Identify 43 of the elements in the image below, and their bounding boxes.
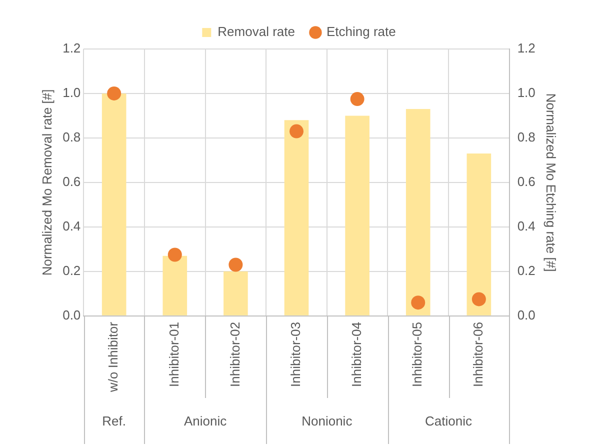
- y2-tick-label: 1.2: [517, 40, 536, 56]
- x-tick-label: Inhibitor-03: [288, 322, 304, 387]
- x-tick-label: Inhibitor-06: [470, 322, 486, 387]
- text: Anionic: [184, 414, 228, 429]
- legend-label: Removal rate: [218, 24, 295, 40]
- text: Ref.: [102, 414, 126, 429]
- y2-tick-label: 0.6: [517, 174, 536, 190]
- y2-axis-title: Normalized Mo Etching rate [#]: [544, 93, 559, 272]
- bar: [345, 116, 370, 316]
- point: [411, 296, 426, 310]
- point: [472, 292, 486, 306]
- legend-label: Etching rate: [326, 24, 396, 40]
- bar: [466, 154, 492, 316]
- bar: [162, 256, 188, 316]
- y-tick-label: 0.2: [62, 263, 81, 278]
- y2-tick-label: 1.0: [517, 85, 536, 100]
- point: [168, 248, 182, 262]
- y2-tick-label: 0.0: [517, 307, 536, 322]
- text: Cationic: [425, 414, 472, 429]
- y-tick-label: 0.8: [62, 130, 81, 145]
- x-tick-label: w/o Inhibitor: [106, 321, 121, 394]
- point: [107, 86, 122, 100]
- y2-tick-label: 0.8: [517, 130, 536, 145]
- bar: [224, 271, 248, 316]
- y-tick-label: 0.4: [62, 218, 81, 234]
- bar: [102, 93, 126, 316]
- y-tick-label: 0.6: [62, 174, 81, 190]
- x-tick-label: Inhibitor-02: [227, 322, 242, 387]
- point: [228, 258, 243, 272]
- point: [350, 92, 364, 106]
- x-tick-label: Inhibitor-04: [348, 322, 364, 387]
- y2-tick-label: 0.2: [517, 263, 536, 278]
- y-tick-label: 0.0: [62, 307, 81, 322]
- y-tick-label: 1.2: [62, 40, 81, 56]
- y2-tick-label: 0.4: [517, 218, 536, 234]
- point: [290, 124, 304, 138]
- x-tick-label: Inhibitor-05: [410, 322, 425, 387]
- x-tick-label: Inhibitor-01: [166, 322, 182, 387]
- bar: [406, 109, 430, 316]
- y-axis-title: Normalized Mo Removal rate [#]: [39, 89, 54, 276]
- text: Nonionic: [302, 414, 353, 429]
- bar: [284, 120, 309, 316]
- y-tick-label: 1.0: [62, 85, 81, 100]
